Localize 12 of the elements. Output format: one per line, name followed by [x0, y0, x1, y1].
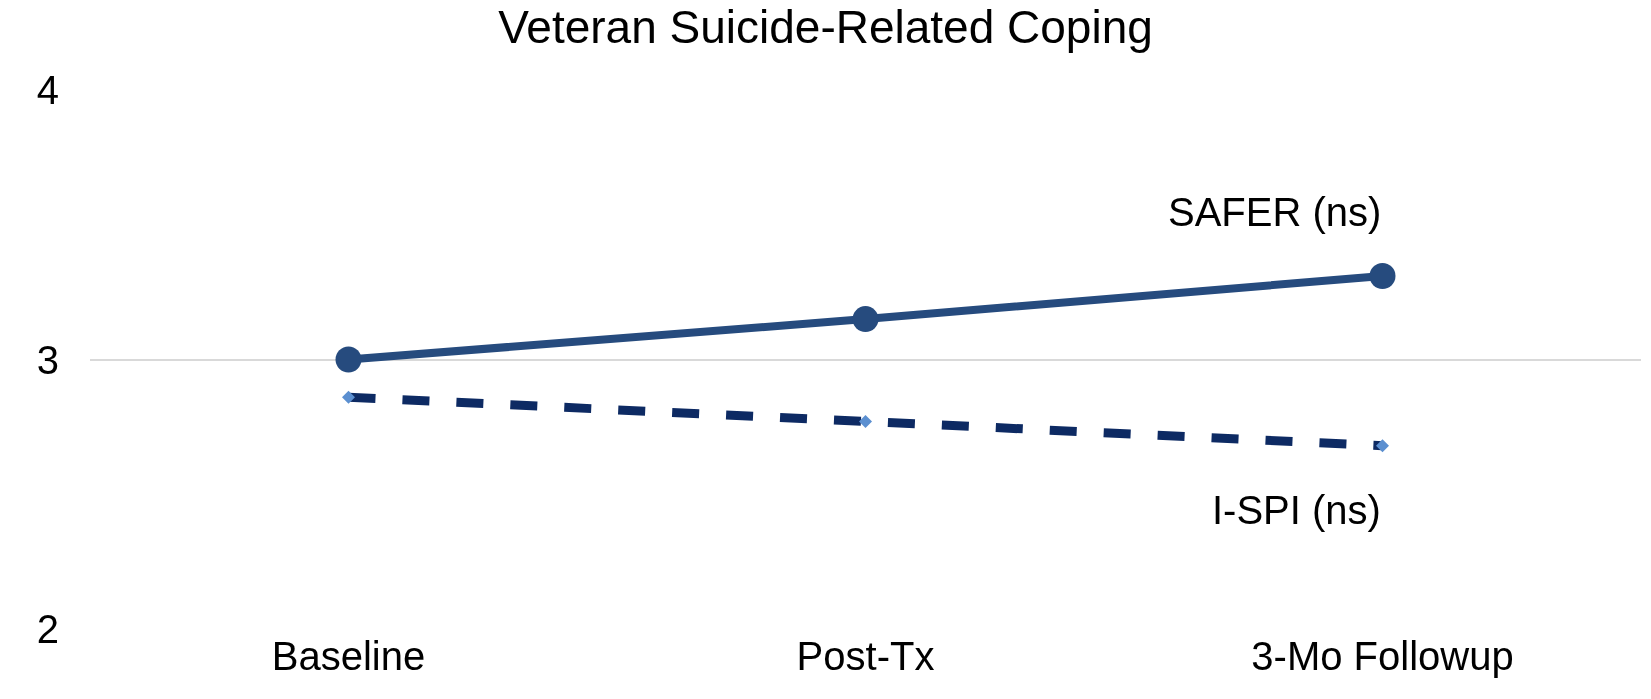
y-tick-label: 2	[36, 607, 59, 651]
x-tick-label: Baseline	[271, 634, 426, 678]
point	[335, 346, 362, 373]
point	[852, 306, 879, 333]
series-label: I-SPI (ns)	[1212, 488, 1381, 532]
x-tick-label: 3-Mo Followup	[1251, 634, 1514, 678]
point	[1369, 262, 1396, 289]
x-tick-label: Post-Tx	[796, 634, 935, 678]
y-tick-label: 3	[36, 337, 59, 382]
chart-title: Veteran Suicide-Related Coping	[498, 0, 1153, 53]
y-tick-label: 4	[36, 68, 59, 112]
series-label: SAFER (ns)	[1168, 190, 1382, 234]
